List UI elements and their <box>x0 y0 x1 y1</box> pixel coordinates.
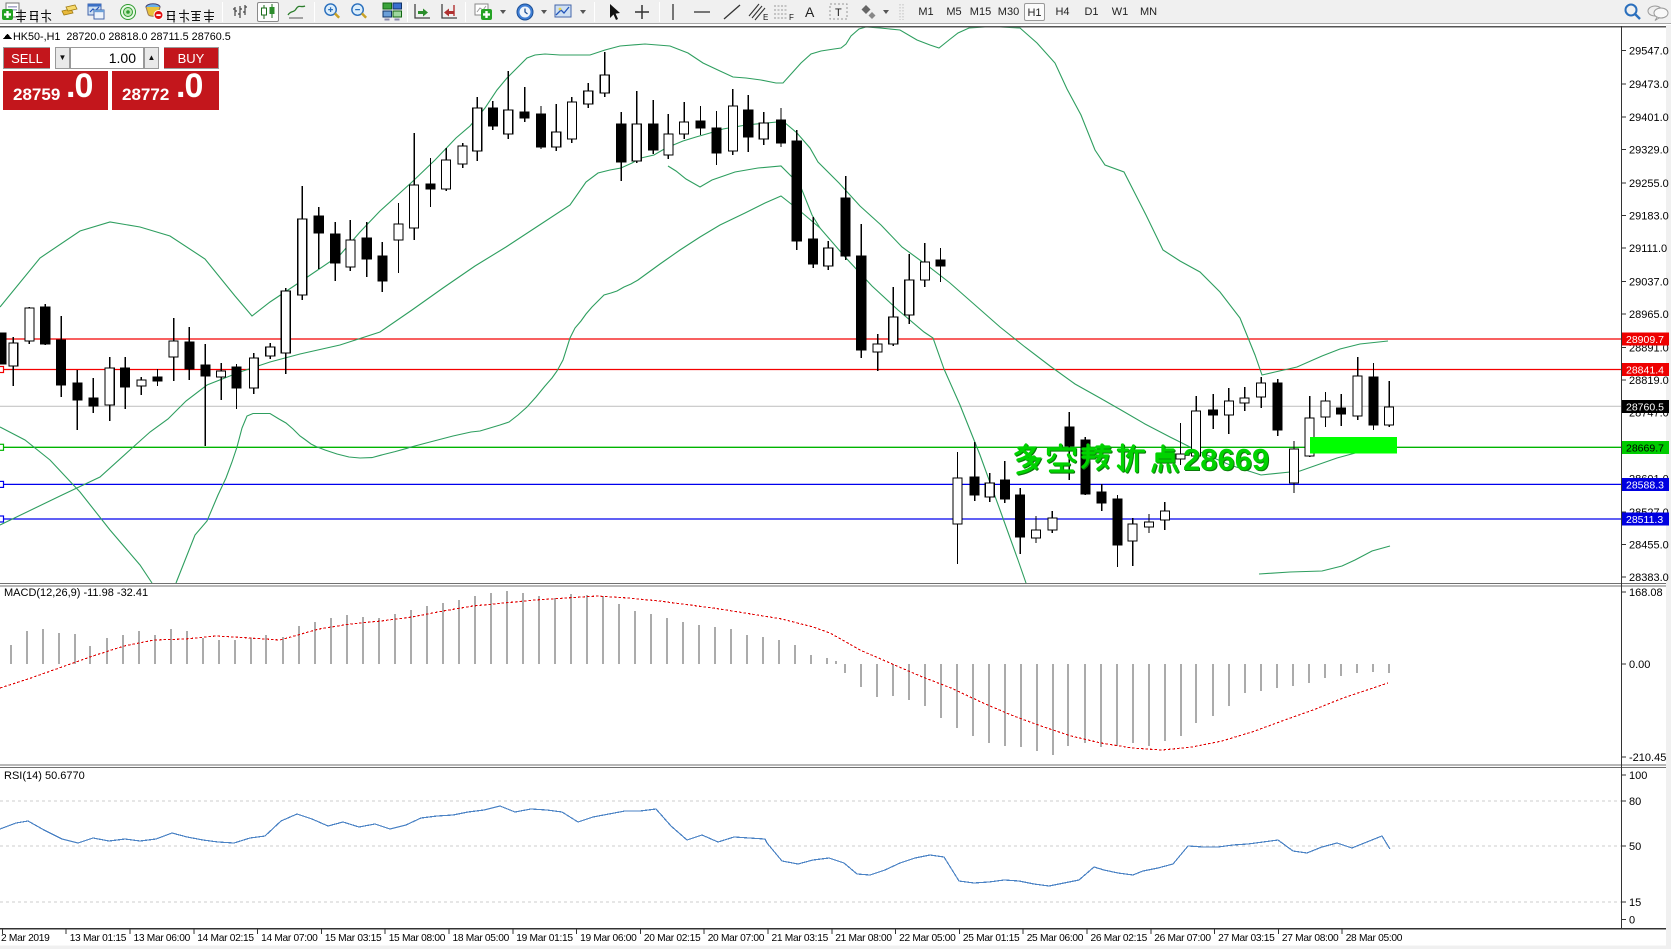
svg-text:20 Mar 07:00: 20 Mar 07:00 <box>708 933 765 944</box>
svg-text:28669: 28669 <box>1184 443 1270 478</box>
svg-text:RSI(14) 50.6770: RSI(14) 50.6770 <box>4 770 85 782</box>
svg-text:29401.0: 29401.0 <box>1629 112 1669 124</box>
svg-text:25 Mar 06:00: 25 Mar 06:00 <box>1027 933 1084 944</box>
svg-text:2 Mar 2019: 2 Mar 2019 <box>1 933 50 944</box>
svg-text:28588.3: 28588.3 <box>1626 479 1664 491</box>
svg-text:14 Mar 07:00: 14 Mar 07:00 <box>261 933 318 944</box>
svg-text:25 Mar 01:15: 25 Mar 01:15 <box>963 933 1020 944</box>
svg-text:26 Mar 02:15: 26 Mar 02:15 <box>1091 933 1148 944</box>
svg-text:19 Mar 06:00: 19 Mar 06:00 <box>580 933 637 944</box>
svg-text:29547.0: 29547.0 <box>1629 46 1669 58</box>
svg-text:28760.5: 28760.5 <box>1626 401 1664 413</box>
svg-text:27 Mar 03:15: 27 Mar 03:15 <box>1218 933 1275 944</box>
svg-text:29183.0: 29183.0 <box>1629 210 1669 222</box>
svg-text:MACD(12,26,9) -11.98 -32.41: MACD(12,26,9) -11.98 -32.41 <box>4 587 148 599</box>
svg-text:0: 0 <box>1629 915 1635 927</box>
svg-text:80: 80 <box>1629 796 1641 808</box>
svg-text:15 Mar 08:00: 15 Mar 08:00 <box>389 933 446 944</box>
svg-text:50: 50 <box>1629 841 1641 853</box>
svg-text:21 Mar 03:15: 21 Mar 03:15 <box>772 933 829 944</box>
svg-text:HK50-,H1 28720.0 28818.0 2871: HK50-,H1 28720.0 28818.0 28711.5 28760.5 <box>13 31 231 43</box>
svg-text:100: 100 <box>1629 770 1647 782</box>
svg-text:28383.0: 28383.0 <box>1629 572 1669 584</box>
svg-text:28455.0: 28455.0 <box>1629 540 1669 552</box>
svg-text:27 Mar 08:00: 27 Mar 08:00 <box>1282 933 1339 944</box>
svg-text:15: 15 <box>1629 897 1641 909</box>
svg-text:T: T <box>835 7 842 19</box>
svg-text:28841.4: 28841.4 <box>1626 365 1664 377</box>
svg-text:29329.0: 29329.0 <box>1629 144 1669 156</box>
svg-text:21 Mar 08:00: 21 Mar 08:00 <box>835 933 892 944</box>
svg-text:168.08: 168.08 <box>1629 587 1663 599</box>
svg-text:13 Mar 06:00: 13 Mar 06:00 <box>134 933 191 944</box>
svg-text:22 Mar 05:00: 22 Mar 05:00 <box>899 933 956 944</box>
svg-text:28965.0: 28965.0 <box>1629 309 1669 321</box>
svg-text:28 Mar 05:00: 28 Mar 05:00 <box>1346 933 1403 944</box>
svg-text:14 Mar 02:15: 14 Mar 02:15 <box>197 933 254 944</box>
svg-text:28669: 28669 <box>1183 442 1269 477</box>
svg-text:29473.0: 29473.0 <box>1629 79 1669 91</box>
svg-text:28669.7: 28669.7 <box>1626 442 1664 454</box>
svg-text:0.00: 0.00 <box>1629 659 1650 671</box>
svg-text:13 Mar 01:15: 13 Mar 01:15 <box>70 933 127 944</box>
svg-text:19 Mar 01:15: 19 Mar 01:15 <box>516 933 573 944</box>
svg-text:F: F <box>789 13 794 22</box>
svg-text:E: E <box>763 13 768 22</box>
svg-text:15 Mar 03:15: 15 Mar 03:15 <box>325 933 382 944</box>
svg-text:29111.0: 29111.0 <box>1629 243 1667 255</box>
svg-text:18 Mar 05:00: 18 Mar 05:00 <box>453 933 510 944</box>
svg-text:28819.0: 28819.0 <box>1629 375 1669 387</box>
svg-text:29255.0: 29255.0 <box>1629 178 1669 190</box>
svg-text:28511.3: 28511.3 <box>1626 514 1663 526</box>
svg-text:-210.45: -210.45 <box>1629 752 1666 764</box>
svg-text:26 Mar 07:00: 26 Mar 07:00 <box>1154 933 1211 944</box>
svg-text:20 Mar 02:15: 20 Mar 02:15 <box>644 933 701 944</box>
svg-text:29037.0: 29037.0 <box>1629 276 1669 288</box>
svg-text:28909.7: 28909.7 <box>1626 334 1664 346</box>
